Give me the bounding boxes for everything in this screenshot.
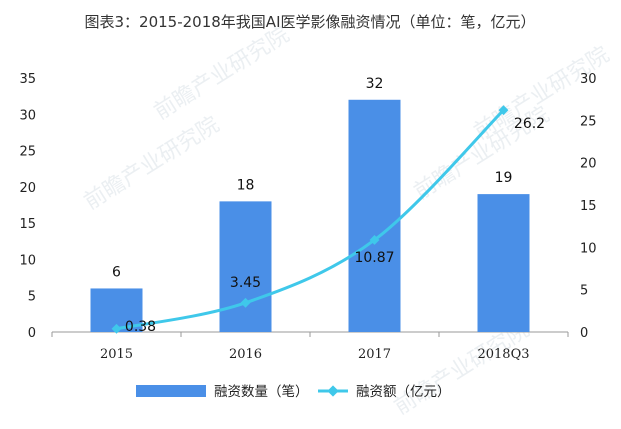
y-left-tick-label: 25	[19, 145, 36, 160]
y-left-tick-label: 30	[19, 108, 36, 123]
x-tick-label: 2016	[229, 347, 262, 362]
watermark-layer: 前瞻产业研究院 前瞻产业研究院 前瞻产业研究院 前瞻产业研究院 前瞻产业研究院	[80, 22, 614, 420]
axes-group: 0 5 10 15 20 25 30 35 0 5 10 15 20 25 30 2015 2016 2017 20…	[19, 72, 596, 362]
line-path	[116, 109, 505, 331]
watermark-text: 前瞻产业研究院	[150, 22, 294, 125]
y-right-tick-label: 25	[580, 114, 597, 129]
y-right-tick-label: 10	[580, 241, 597, 256]
y-right-tick-label: 15	[580, 199, 597, 214]
legend: 融资数量（笔） 融资额（亿元）	[136, 384, 451, 400]
y-left-tick-label: 5	[28, 290, 36, 305]
legend-bar-swatch	[136, 385, 206, 397]
line-series	[111, 105, 509, 334]
y-right-tick-label: 0	[580, 326, 588, 341]
line-point	[240, 297, 251, 308]
bar	[477, 194, 530, 332]
x-tick-label: 2017	[358, 347, 391, 362]
data-labels: 6 18 32 19 0.38 3.45 10.87 26.2	[112, 76, 545, 335]
bar-value-label: 6	[112, 264, 121, 280]
line-value-label: 0.38	[125, 319, 156, 335]
line-value-label: 26.2	[514, 116, 545, 132]
y-left-tick-label: 35	[19, 72, 36, 87]
bar-value-label: 19	[495, 170, 513, 186]
x-tick-label: 2015	[100, 347, 133, 362]
line-value-label: 3.45	[230, 275, 261, 291]
x-tick-label: 2018Q3	[477, 347, 529, 362]
watermark-text: 前瞻产业研究院	[80, 112, 224, 215]
bar	[348, 99, 401, 333]
y-right-tick-label: 5	[580, 284, 588, 299]
chart-title: 图表3：2015-2018年我国AI医学影像融资情况（单位：笔，亿元）	[85, 13, 536, 31]
line-value-label: 10.87	[354, 250, 394, 266]
bar-series	[90, 99, 530, 333]
y-left-tick-label: 0	[28, 326, 36, 341]
y-right-tick-label: 20	[580, 157, 597, 172]
bar-value-label: 32	[366, 76, 384, 92]
y-right-tick-label: 30	[580, 72, 597, 87]
y-left-tick-label: 10	[19, 253, 36, 268]
bar-value-label: 18	[237, 177, 255, 193]
watermark-text: 前瞻产业研究院	[390, 317, 534, 420]
line-point	[369, 235, 380, 245]
bar	[219, 201, 272, 332]
legend-bar-label: 融资数量（笔）	[214, 384, 309, 400]
y-left-tick-label: 15	[19, 217, 36, 232]
legend-line-label: 融资额（亿元）	[356, 384, 451, 400]
legend-line-marker	[327, 385, 339, 397]
y-left-tick-label: 20	[19, 181, 36, 196]
